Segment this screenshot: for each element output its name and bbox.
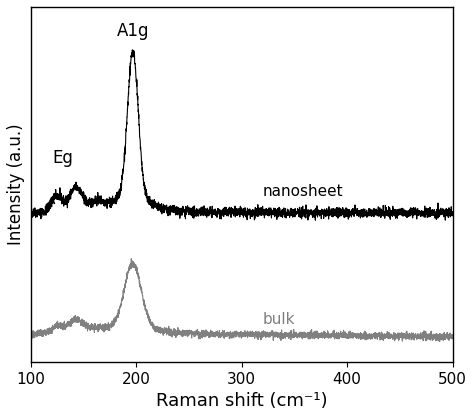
Text: A1g: A1g (117, 22, 149, 40)
Text: bulk: bulk (263, 311, 295, 327)
Text: Eg: Eg (53, 148, 73, 167)
X-axis label: Raman shift (cm⁻¹): Raman shift (cm⁻¹) (156, 392, 328, 410)
Text: nanosheet: nanosheet (263, 184, 343, 199)
Y-axis label: Intensity (a.u.): Intensity (a.u.) (7, 123, 25, 245)
